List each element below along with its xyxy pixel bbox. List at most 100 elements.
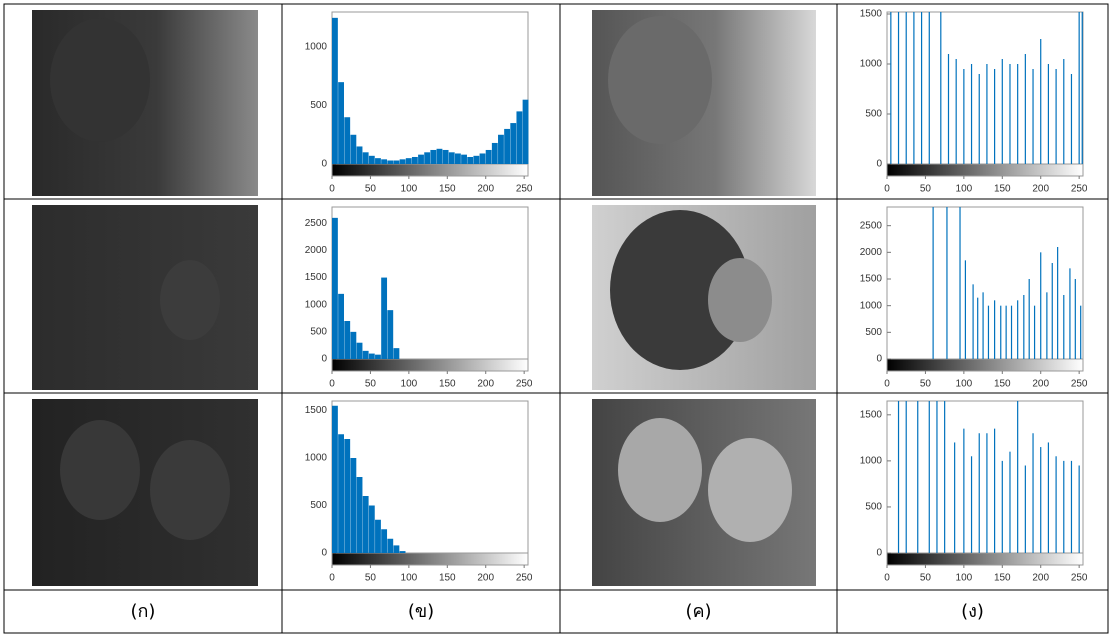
x-tick-label: 200: [1032, 573, 1049, 584]
histogram-bar: [424, 152, 430, 164]
histogram-bar: [486, 150, 492, 164]
y-tick-label: 500: [310, 100, 327, 111]
colorbar: [332, 359, 528, 371]
histogram-bar: [523, 100, 529, 164]
x-tick-label: 50: [365, 184, 377, 195]
histogram-bar: [480, 153, 486, 164]
plot-frame: [887, 12, 1083, 164]
histogram-bar: [400, 159, 406, 164]
photo-face: [608, 16, 712, 144]
y-tick-label: 0: [321, 548, 327, 559]
histogram-bar: [387, 160, 393, 164]
histogram-bar: [338, 434, 344, 553]
x-tick-label: 150: [439, 573, 456, 584]
y-tick-label: 2500: [305, 218, 328, 229]
histogram-bar: [344, 321, 350, 359]
histogram-bar: [375, 520, 381, 553]
histogram-bar: [400, 551, 406, 553]
x-tick-label: 0: [329, 184, 335, 195]
photo-face: [708, 258, 772, 342]
y-tick-label: 500: [310, 500, 327, 511]
histogram-bar: [449, 152, 455, 164]
plot-frame: [332, 207, 528, 359]
histogram-bar: [357, 146, 363, 164]
histogram-bar: [393, 348, 399, 359]
x-tick-label: 150: [994, 573, 1011, 584]
x-tick-label: 150: [439, 184, 456, 195]
y-tick-label: 1000: [305, 299, 328, 310]
x-tick-label: 0: [329, 573, 335, 584]
histogram-bar: [498, 135, 504, 164]
y-tick-label: 1500: [860, 274, 883, 285]
photo-face: [708, 438, 792, 542]
x-tick-label: 100: [401, 573, 418, 584]
x-tick-label: 250: [516, 379, 533, 390]
histogram-bar: [381, 278, 387, 359]
x-tick-label: 50: [365, 573, 377, 584]
x-tick-label: 100: [956, 379, 973, 390]
x-tick-label: 50: [365, 379, 377, 390]
histogram-bar: [387, 310, 393, 359]
x-tick-label: 200: [1032, 184, 1049, 195]
histogram-bar: [350, 135, 356, 164]
histogram-bar: [393, 160, 399, 164]
colorbar: [332, 553, 528, 565]
y-tick-label: 1000: [860, 59, 883, 70]
colorbar: [887, 359, 1083, 371]
y-tick-label: 1000: [860, 456, 883, 467]
x-tick-label: 150: [994, 184, 1011, 195]
y-tick-label: 2000: [305, 245, 328, 256]
x-tick-label: 0: [329, 379, 335, 390]
x-tick-label: 150: [994, 379, 1011, 390]
plot-frame: [887, 207, 1083, 359]
histogram-bar: [430, 150, 436, 164]
histogram-bar: [369, 506, 375, 554]
y-tick-label: 2500: [860, 220, 883, 231]
histogram-bar: [344, 439, 350, 553]
y-tick-label: 1000: [305, 42, 328, 53]
histogram-bar: [381, 159, 387, 164]
histogram-bar: [516, 111, 522, 164]
x-tick-label: 200: [477, 379, 494, 390]
histogram-bar: [393, 545, 399, 553]
histogram-bar: [344, 117, 350, 164]
histogram-bar: [332, 218, 338, 359]
histogram-bar: [461, 155, 467, 164]
photo-face: [160, 260, 220, 340]
x-tick-label: 100: [956, 573, 973, 584]
plot-frame: [887, 401, 1083, 553]
x-tick-label: 100: [401, 379, 418, 390]
histogram-bar: [443, 150, 449, 164]
x-tick-label: 0: [884, 184, 890, 195]
x-tick-label: 50: [920, 573, 932, 584]
photo-face: [60, 420, 140, 520]
photo: [32, 205, 258, 390]
histogram-bar: [510, 123, 516, 164]
colorbar: [887, 553, 1083, 565]
x-tick-label: 50: [920, 184, 932, 195]
histogram-bar: [350, 332, 356, 359]
column-label: (ข): [408, 601, 434, 622]
histogram-bar: [363, 496, 369, 553]
y-tick-label: 500: [865, 327, 882, 338]
y-tick-label: 500: [310, 326, 327, 337]
histogram-bar: [357, 343, 363, 359]
histogram-bar: [375, 158, 381, 164]
y-tick-label: 500: [865, 502, 882, 513]
histogram-bar: [406, 158, 412, 164]
histogram-bar: [332, 406, 338, 553]
y-tick-label: 0: [876, 548, 882, 559]
y-tick-label: 1500: [305, 405, 328, 416]
y-tick-label: 0: [321, 159, 327, 170]
histogram-bar: [387, 539, 393, 553]
x-tick-label: 250: [516, 573, 533, 584]
histogram-bar: [350, 458, 356, 553]
histogram-bar: [375, 355, 381, 359]
colorbar: [332, 164, 528, 176]
photo-face: [150, 440, 230, 540]
photo-face: [618, 418, 702, 522]
histogram-bar: [418, 155, 424, 164]
histogram-bar: [332, 18, 338, 164]
histogram-bar: [338, 294, 344, 359]
histogram-bar: [363, 351, 369, 359]
